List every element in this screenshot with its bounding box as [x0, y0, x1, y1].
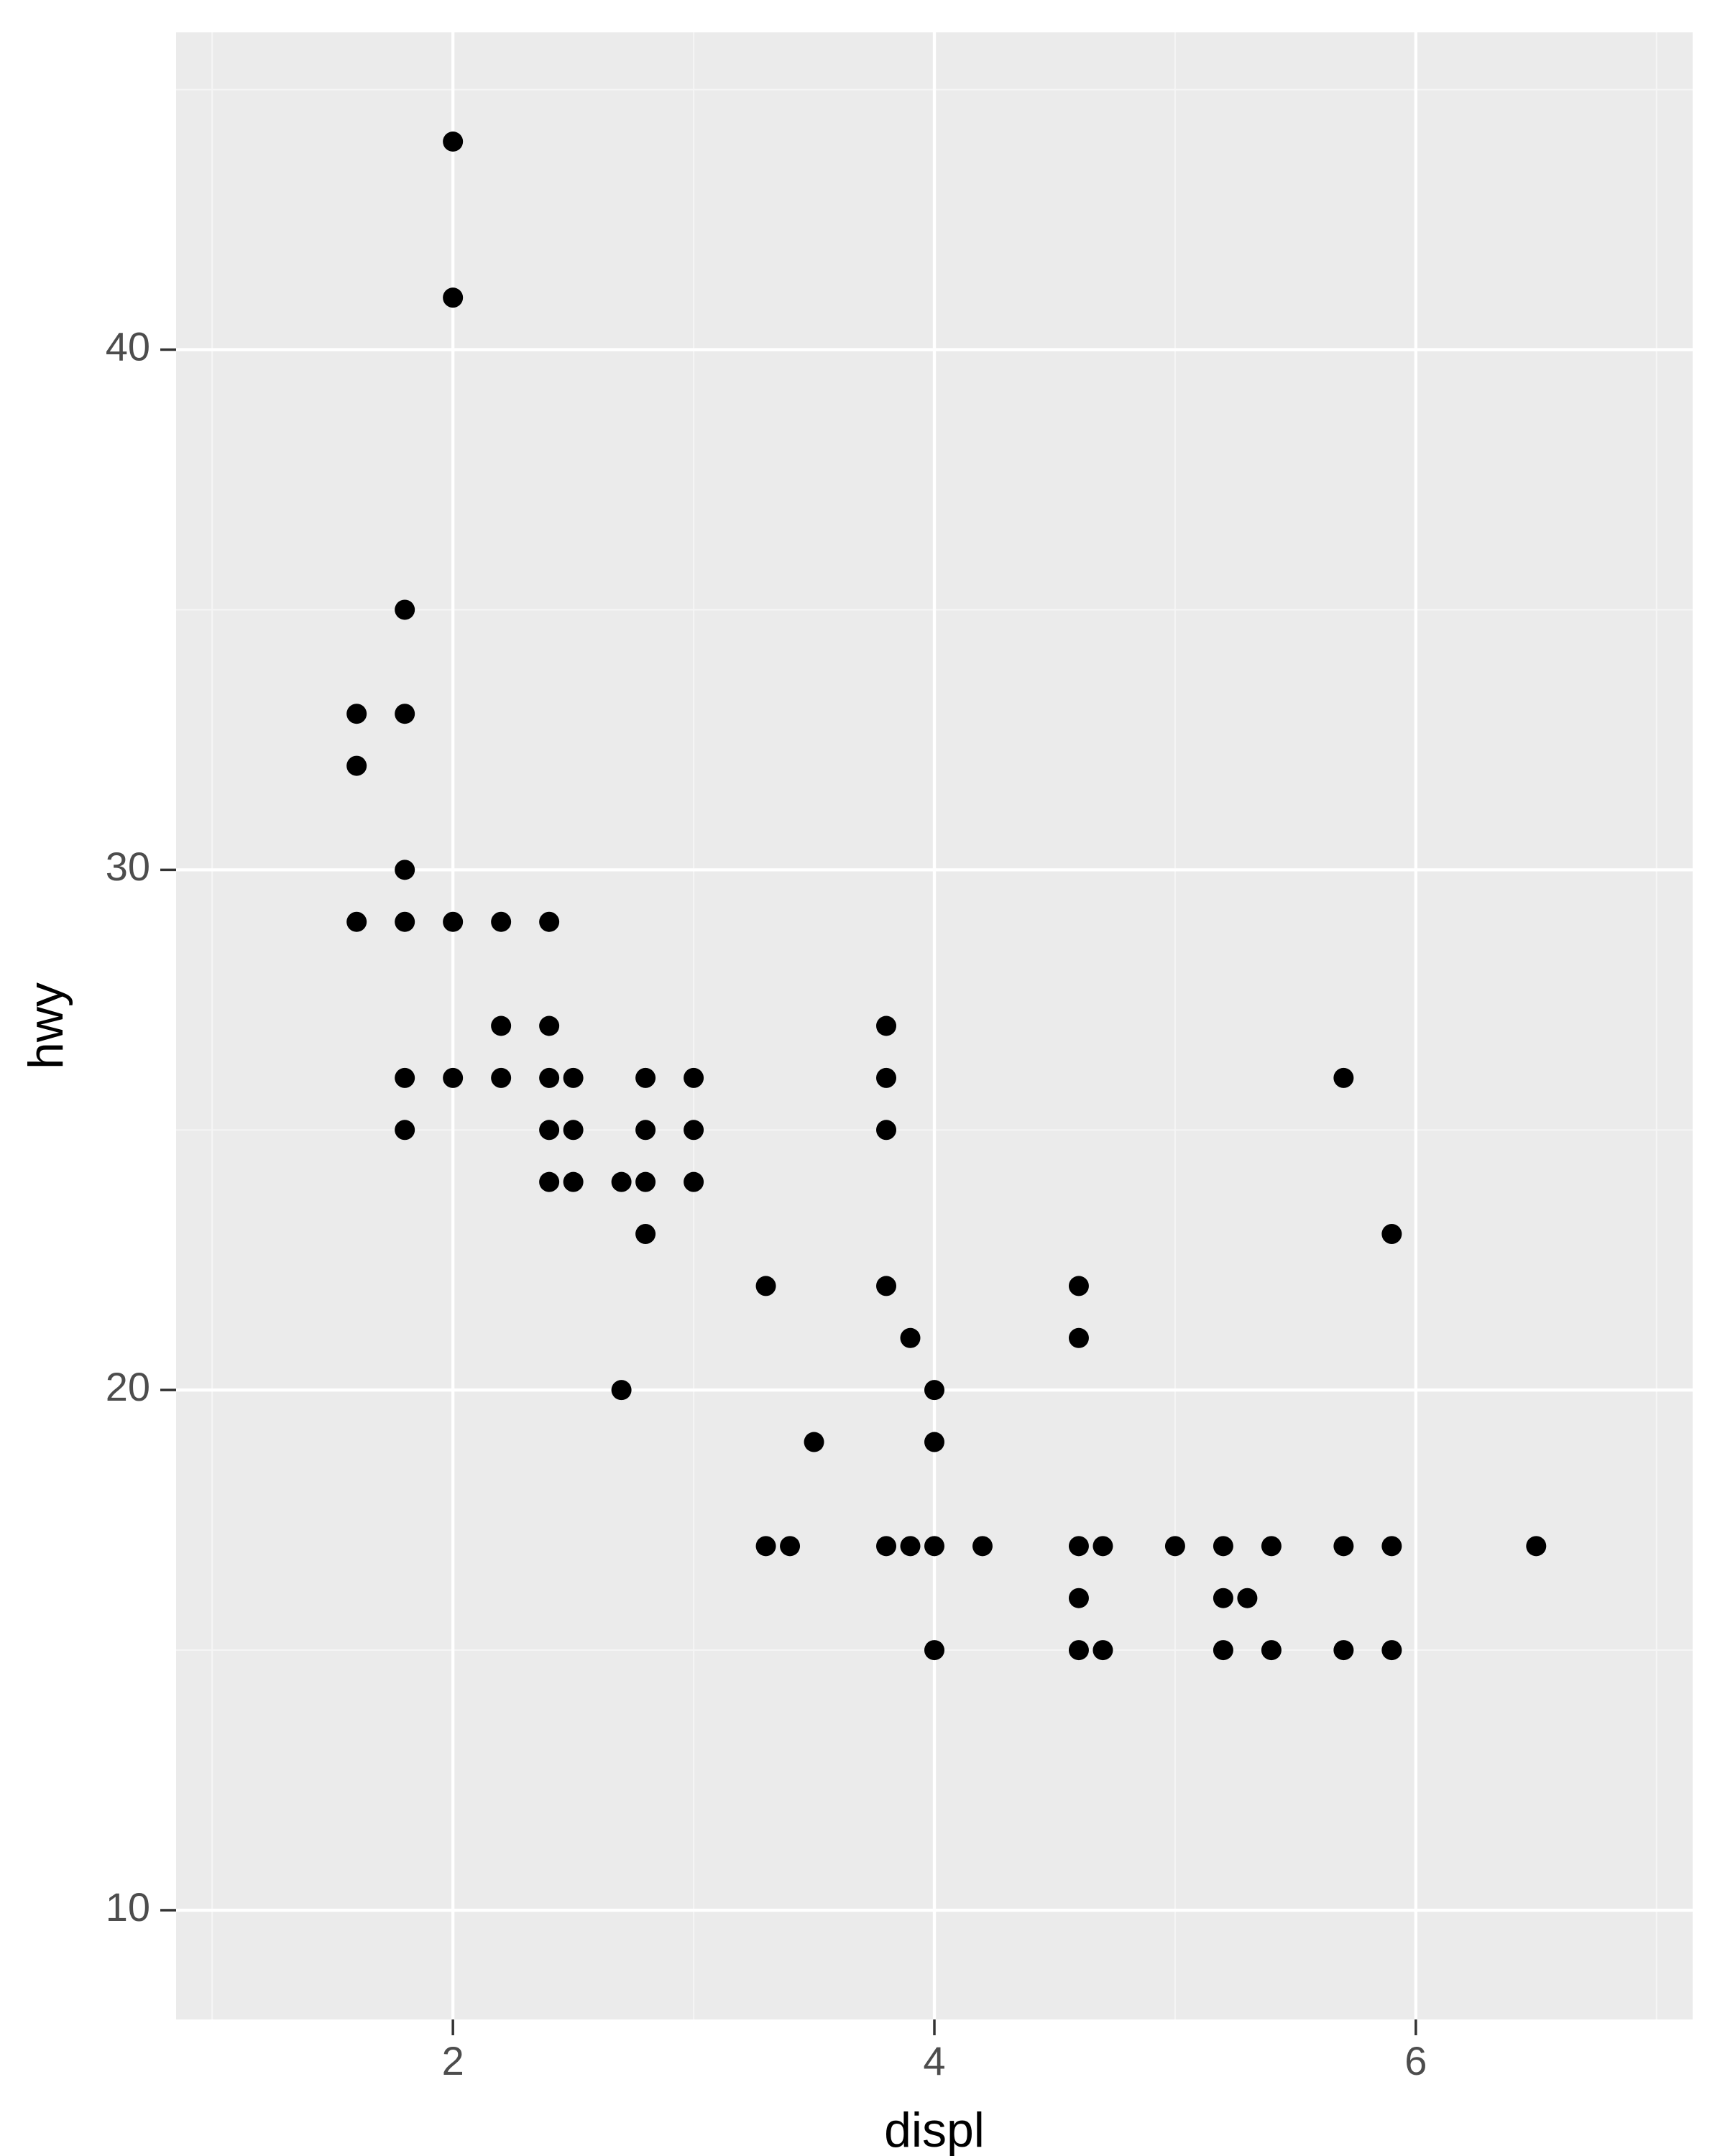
data-point	[539, 1068, 559, 1088]
data-point	[491, 1068, 511, 1088]
data-point	[924, 1432, 944, 1452]
data-point	[684, 1172, 704, 1192]
data-point	[1069, 1328, 1089, 1348]
data-point	[443, 1068, 463, 1088]
data-point	[876, 1536, 896, 1556]
data-point	[876, 1276, 896, 1296]
x-axis-label: displ	[884, 2103, 985, 2156]
data-point	[1333, 1640, 1353, 1660]
data-point	[395, 1068, 415, 1088]
x-tick-label: 4	[923, 2038, 945, 2083]
data-point	[1069, 1640, 1089, 1660]
data-point	[564, 1120, 584, 1140]
data-point	[346, 704, 367, 724]
data-point	[1213, 1640, 1233, 1660]
data-point	[635, 1120, 656, 1140]
y-tick-label: 10	[106, 1884, 150, 1930]
chart-svg: 2 4 6 10 20 30 40 displ hwy	[0, 0, 1725, 2156]
data-point	[1237, 1588, 1257, 1608]
data-point	[1381, 1640, 1402, 1660]
data-point	[346, 756, 367, 776]
data-point	[1092, 1640, 1113, 1660]
data-point	[901, 1536, 921, 1556]
data-point	[443, 287, 463, 308]
data-point	[924, 1536, 944, 1556]
data-point	[395, 912, 415, 932]
data-point	[1069, 1588, 1089, 1608]
data-point	[1069, 1536, 1089, 1556]
data-point	[346, 912, 367, 932]
data-point	[876, 1016, 896, 1036]
y-axis-label: hwy	[19, 982, 73, 1069]
data-point	[804, 1432, 824, 1452]
data-point	[1526, 1536, 1546, 1556]
y-tick-label: 30	[106, 844, 150, 889]
data-point	[924, 1380, 944, 1400]
data-point	[612, 1380, 632, 1400]
data-point	[1165, 1536, 1185, 1556]
data-point	[1092, 1536, 1113, 1556]
data-point	[539, 1016, 559, 1036]
data-point	[780, 1536, 800, 1556]
data-point	[1213, 1588, 1233, 1608]
data-point	[395, 704, 415, 724]
data-point	[395, 860, 415, 880]
data-point	[491, 912, 511, 932]
data-point	[539, 1120, 559, 1140]
scatter-chart: 2 4 6 10 20 30 40 displ hwy	[0, 0, 1725, 2156]
data-point	[972, 1536, 993, 1556]
data-point	[756, 1276, 776, 1296]
data-point	[395, 1120, 415, 1140]
data-point	[564, 1068, 584, 1088]
data-point	[539, 1172, 559, 1192]
y-tick-label: 20	[106, 1364, 150, 1409]
data-point	[1381, 1536, 1402, 1556]
data-point	[684, 1068, 704, 1088]
data-point	[635, 1068, 656, 1088]
x-tick-label: 6	[1404, 2038, 1427, 2083]
data-point	[876, 1120, 896, 1140]
data-point	[491, 1016, 511, 1036]
data-point	[443, 132, 463, 152]
y-tick-label: 40	[106, 323, 150, 369]
data-point	[1069, 1276, 1089, 1296]
data-point	[539, 912, 559, 932]
data-point	[756, 1536, 776, 1556]
data-point	[876, 1068, 896, 1088]
data-point	[395, 599, 415, 619]
data-point	[612, 1172, 632, 1192]
data-point	[635, 1224, 656, 1244]
data-point	[924, 1640, 944, 1660]
data-point	[1333, 1068, 1353, 1088]
data-point	[1261, 1640, 1282, 1660]
data-point	[564, 1172, 584, 1192]
data-point	[635, 1172, 656, 1192]
data-point	[1213, 1536, 1233, 1556]
data-point	[1381, 1224, 1402, 1244]
data-point	[901, 1328, 921, 1348]
x-tick-label: 2	[442, 2038, 464, 2083]
data-point	[1261, 1536, 1282, 1556]
data-point	[1333, 1536, 1353, 1556]
data-point	[443, 912, 463, 932]
data-point	[684, 1120, 704, 1140]
